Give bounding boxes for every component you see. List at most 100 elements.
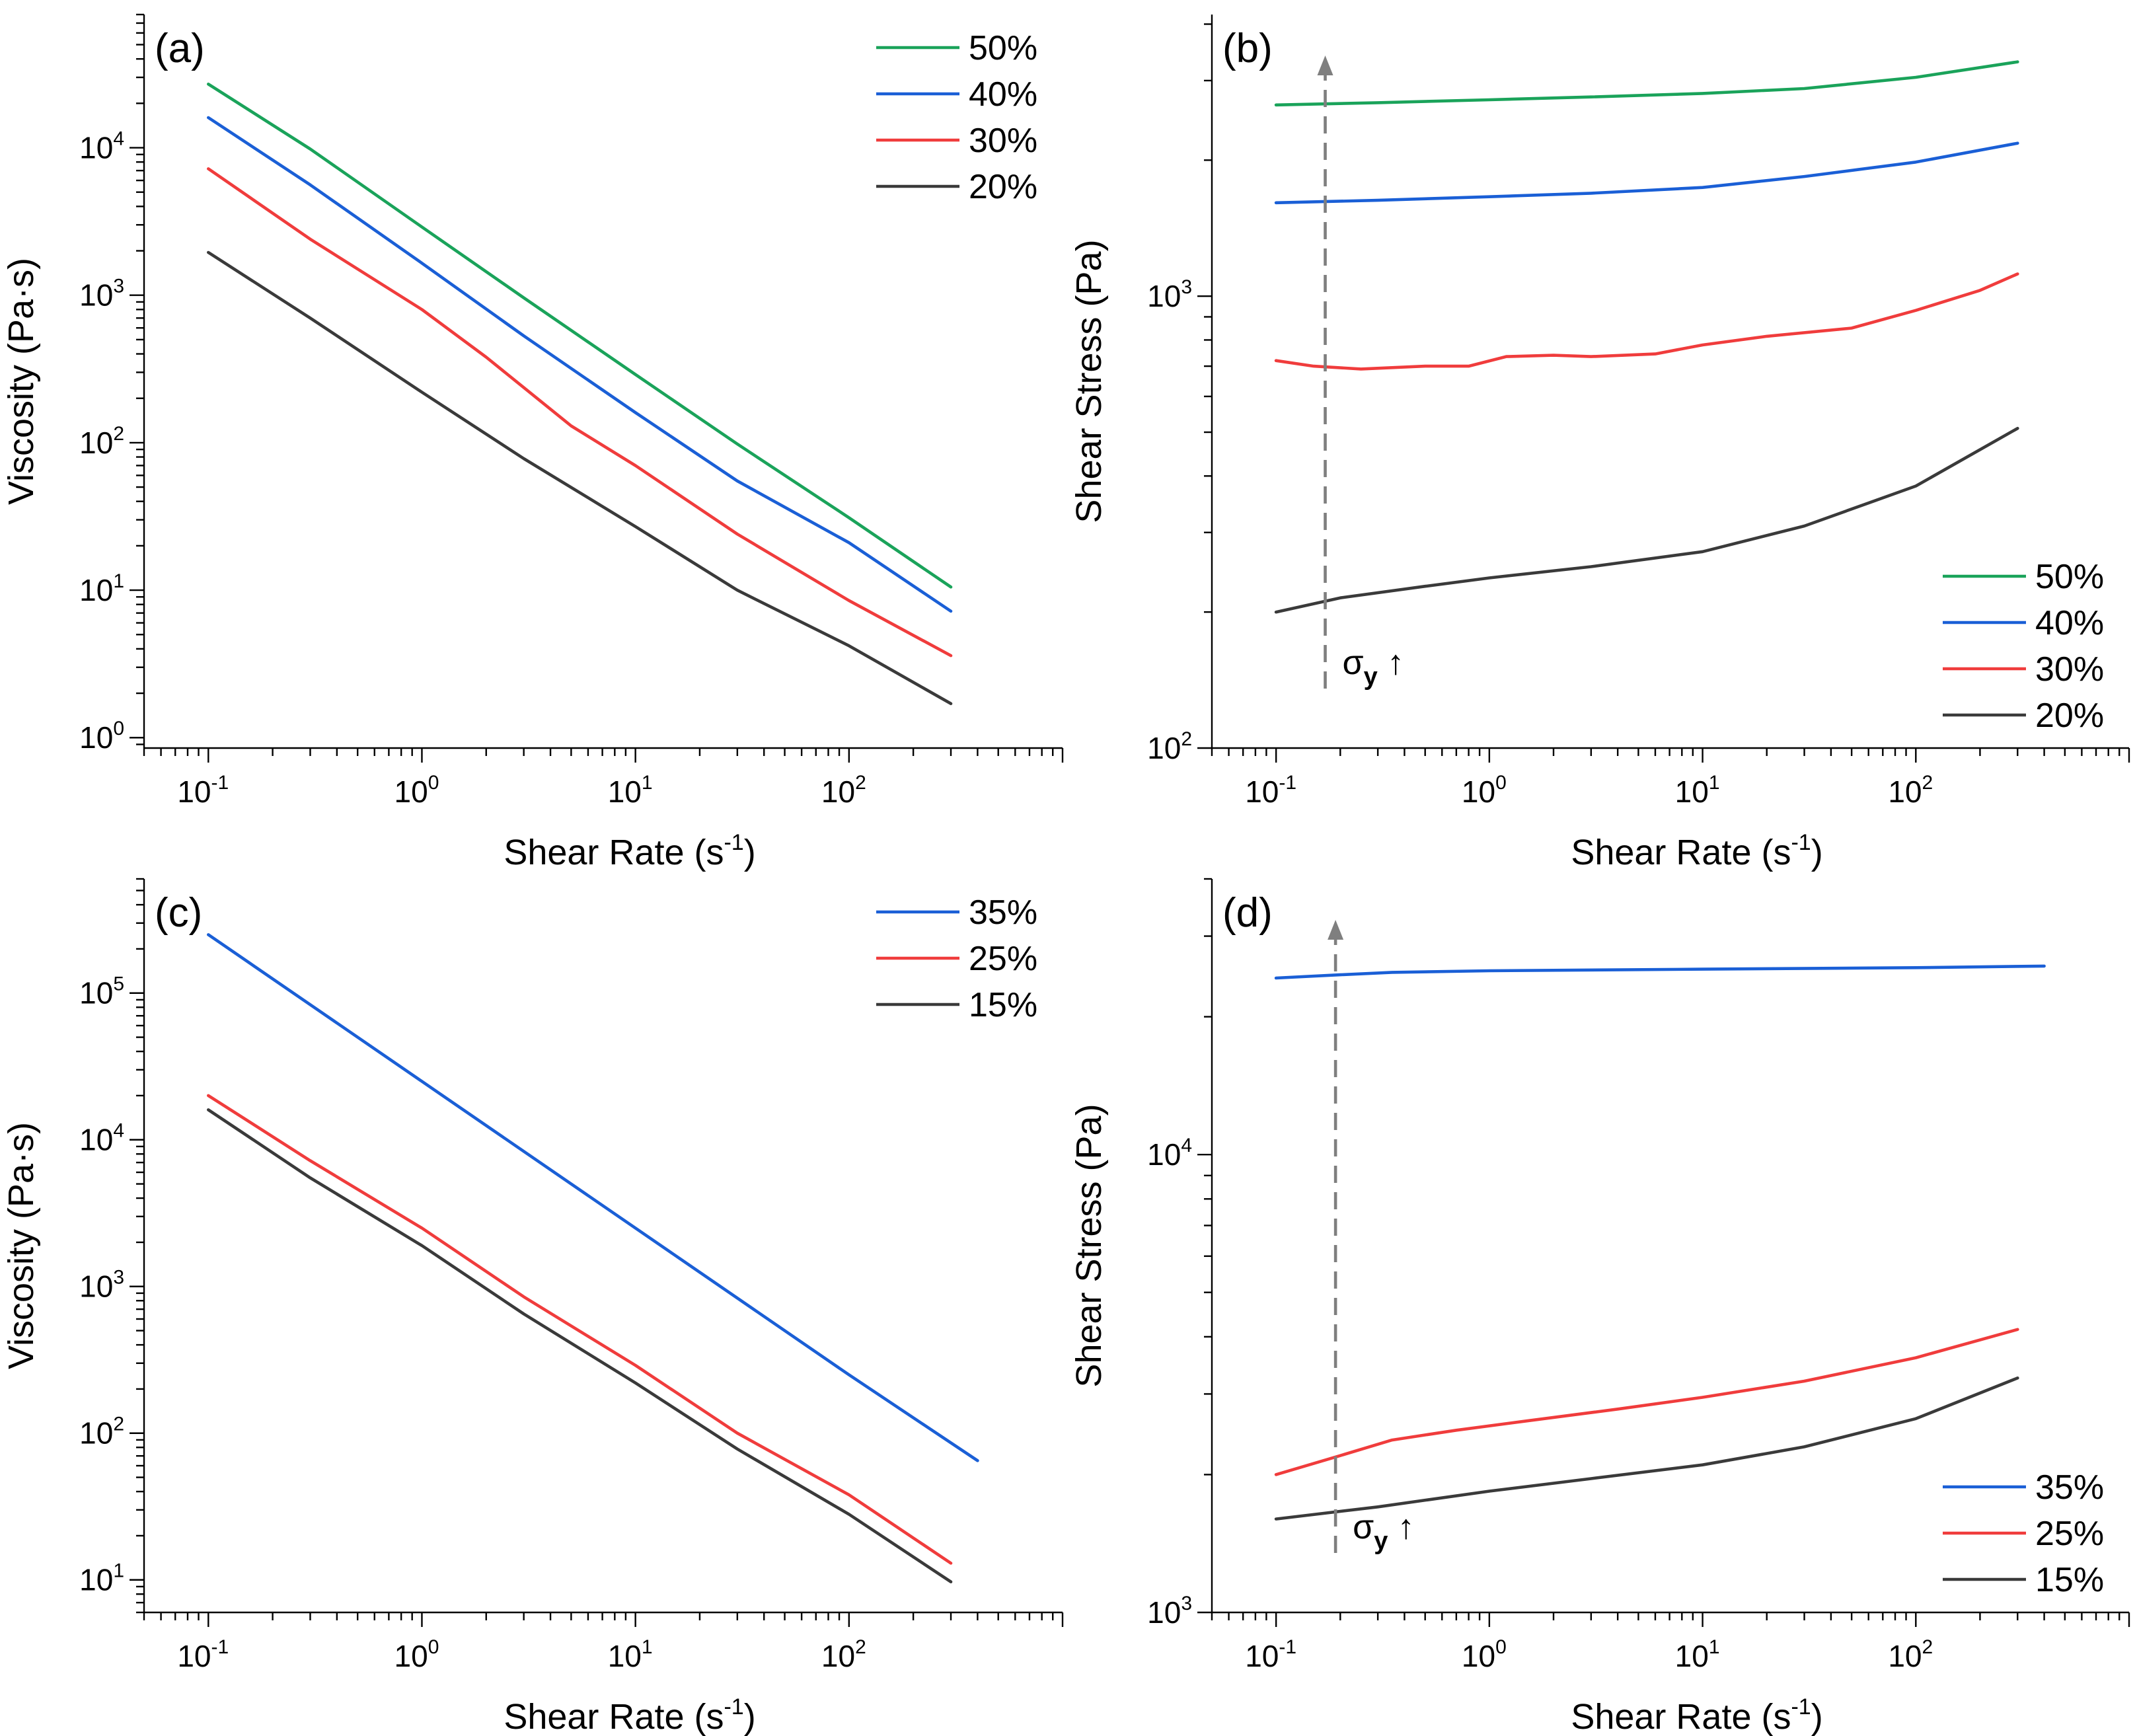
x-tick-label: 101	[1675, 772, 1720, 809]
tick-base: 10	[177, 774, 211, 809]
y-tick-label: 104	[79, 1120, 124, 1157]
tick-base: 10	[79, 278, 113, 313]
tick-base: 10	[1147, 279, 1181, 313]
y-tick-label: 104	[79, 128, 124, 165]
tick-exponent: 0	[113, 718, 124, 739]
y-tick-label: 100	[79, 718, 124, 755]
x-tick-label: 100	[1462, 772, 1507, 809]
tick-exponent: 4	[1181, 1135, 1192, 1156]
series-line-30pct	[1274, 272, 2019, 371]
legend-label: 40%	[2035, 604, 2104, 642]
tick-base: 10	[1462, 1639, 1495, 1673]
series-line-50pct	[206, 83, 953, 589]
yield-stress-label: σy ↑	[1353, 1508, 1415, 1555]
legend-label: 40%	[969, 75, 1037, 114]
series-line-40pct	[1274, 141, 2019, 205]
tick-exponent: -1	[211, 772, 229, 794]
tick-exponent: 2	[855, 1636, 866, 1658]
y-axis-title: Viscosity (Pa·s)	[1, 258, 41, 505]
yield-stress-subscript: y	[1364, 663, 1378, 691]
x-axis-title-tail: )	[1811, 1697, 1823, 1736]
tick-base: 10	[79, 1416, 113, 1451]
x-axis-title: Shear Rate (s-1)	[1571, 1694, 1822, 1736]
tick-exponent: 5	[113, 973, 124, 995]
tick-exponent: 2	[1922, 1636, 1933, 1658]
tick-base: 10	[79, 1563, 113, 1597]
y-tick-label: 101	[79, 570, 124, 607]
tick-exponent: 2	[1181, 728, 1192, 750]
x-tick-label: 101	[608, 1636, 653, 1673]
tick-base: 10	[608, 774, 642, 809]
yield-stress-arrow-head	[1328, 920, 1344, 940]
x-axis-title-superscript: -1	[1791, 1694, 1811, 1719]
tick-base: 10	[1245, 1639, 1279, 1673]
tick-exponent: 3	[113, 276, 124, 297]
x-axis-title-main: Shear Rate (s	[504, 1697, 724, 1736]
x-axis-title: Shear Rate (s-1)	[504, 1694, 755, 1736]
legend-label: 50%	[2035, 558, 2104, 596]
tick-base: 10	[1888, 774, 1922, 809]
y-tick-label: 102	[79, 423, 124, 460]
tick-base: 10	[1462, 774, 1495, 809]
x-axis-title-tail: )	[1811, 833, 1823, 872]
legend-label: 30%	[969, 122, 1037, 160]
x-axis-title-main: Shear Rate (s	[504, 833, 724, 872]
legend: 35% 25% 15%	[876, 893, 1037, 1024]
y-tick-label: 103	[79, 1267, 124, 1304]
series-line-35pct	[206, 933, 979, 1462]
yield-stress-label: σy ↑	[1343, 644, 1405, 691]
tick-exponent: 0	[428, 772, 439, 794]
x-tick-label: 10-1	[177, 772, 229, 809]
x-axis-title-tail: )	[744, 1697, 756, 1736]
legend: 50% 40% 30% 20%	[1943, 558, 2104, 735]
tick-base: 10	[1888, 1639, 1922, 1673]
tick-exponent: 1	[642, 1636, 653, 1658]
legend-label: 25%	[969, 940, 1037, 978]
tick-base: 10	[394, 774, 428, 809]
tick-exponent: -1	[211, 1636, 229, 1658]
series-line-40pct	[206, 116, 953, 613]
y-tick-label: 102	[79, 1414, 124, 1451]
legend-label: 25%	[2035, 1515, 2104, 1553]
yield-stress-symbol: σ	[1353, 1508, 1374, 1546]
panel-label: (c)	[155, 890, 202, 936]
tick-exponent: 4	[113, 128, 124, 150]
tick-base: 10	[79, 426, 113, 460]
x-axis-title-main: Shear Rate (s	[1571, 833, 1791, 872]
x-tick-label: 102	[1888, 1636, 1933, 1673]
tick-exponent: 1	[1709, 772, 1720, 794]
tick-base: 10	[1147, 731, 1181, 765]
yield-stress-subscript: y	[1374, 1527, 1388, 1555]
series-line-15pct	[1274, 1377, 2019, 1521]
x-tick-label: 10-1	[177, 1636, 229, 1673]
tick-exponent: 4	[113, 1120, 124, 1142]
series-line-35pct	[1274, 964, 2046, 980]
series-line-20pct	[1274, 426, 2019, 614]
x-axis-title-main: Shear Rate (s	[1571, 1697, 1791, 1736]
y-axis-title: Shear Stress (Pa)	[1069, 239, 1109, 523]
tick-exponent: -1	[1279, 772, 1296, 794]
y-tick-label: 104	[1147, 1135, 1192, 1172]
x-tick-label: 100	[1462, 1636, 1507, 1673]
tick-base: 10	[79, 1269, 113, 1304]
legend-label: 35%	[2035, 1468, 2104, 1507]
yield-stress-symbol: σ	[1343, 644, 1364, 682]
tick-exponent: 2	[1922, 772, 1933, 794]
tick-base: 10	[821, 774, 855, 809]
legend-label: 50%	[969, 29, 1037, 67]
tick-base: 10	[1675, 1639, 1709, 1673]
tick-base: 10	[608, 1639, 642, 1673]
tick-base: 10	[79, 976, 113, 1010]
yield-stress-arrow-head	[1317, 56, 1333, 75]
x-axis-title-superscript: -1	[724, 1694, 743, 1719]
tick-base: 10	[79, 1123, 113, 1157]
x-tick-label: 101	[1675, 1636, 1720, 1673]
tick-exponent: 2	[113, 1414, 124, 1435]
tick-base: 10	[1147, 1595, 1181, 1630]
